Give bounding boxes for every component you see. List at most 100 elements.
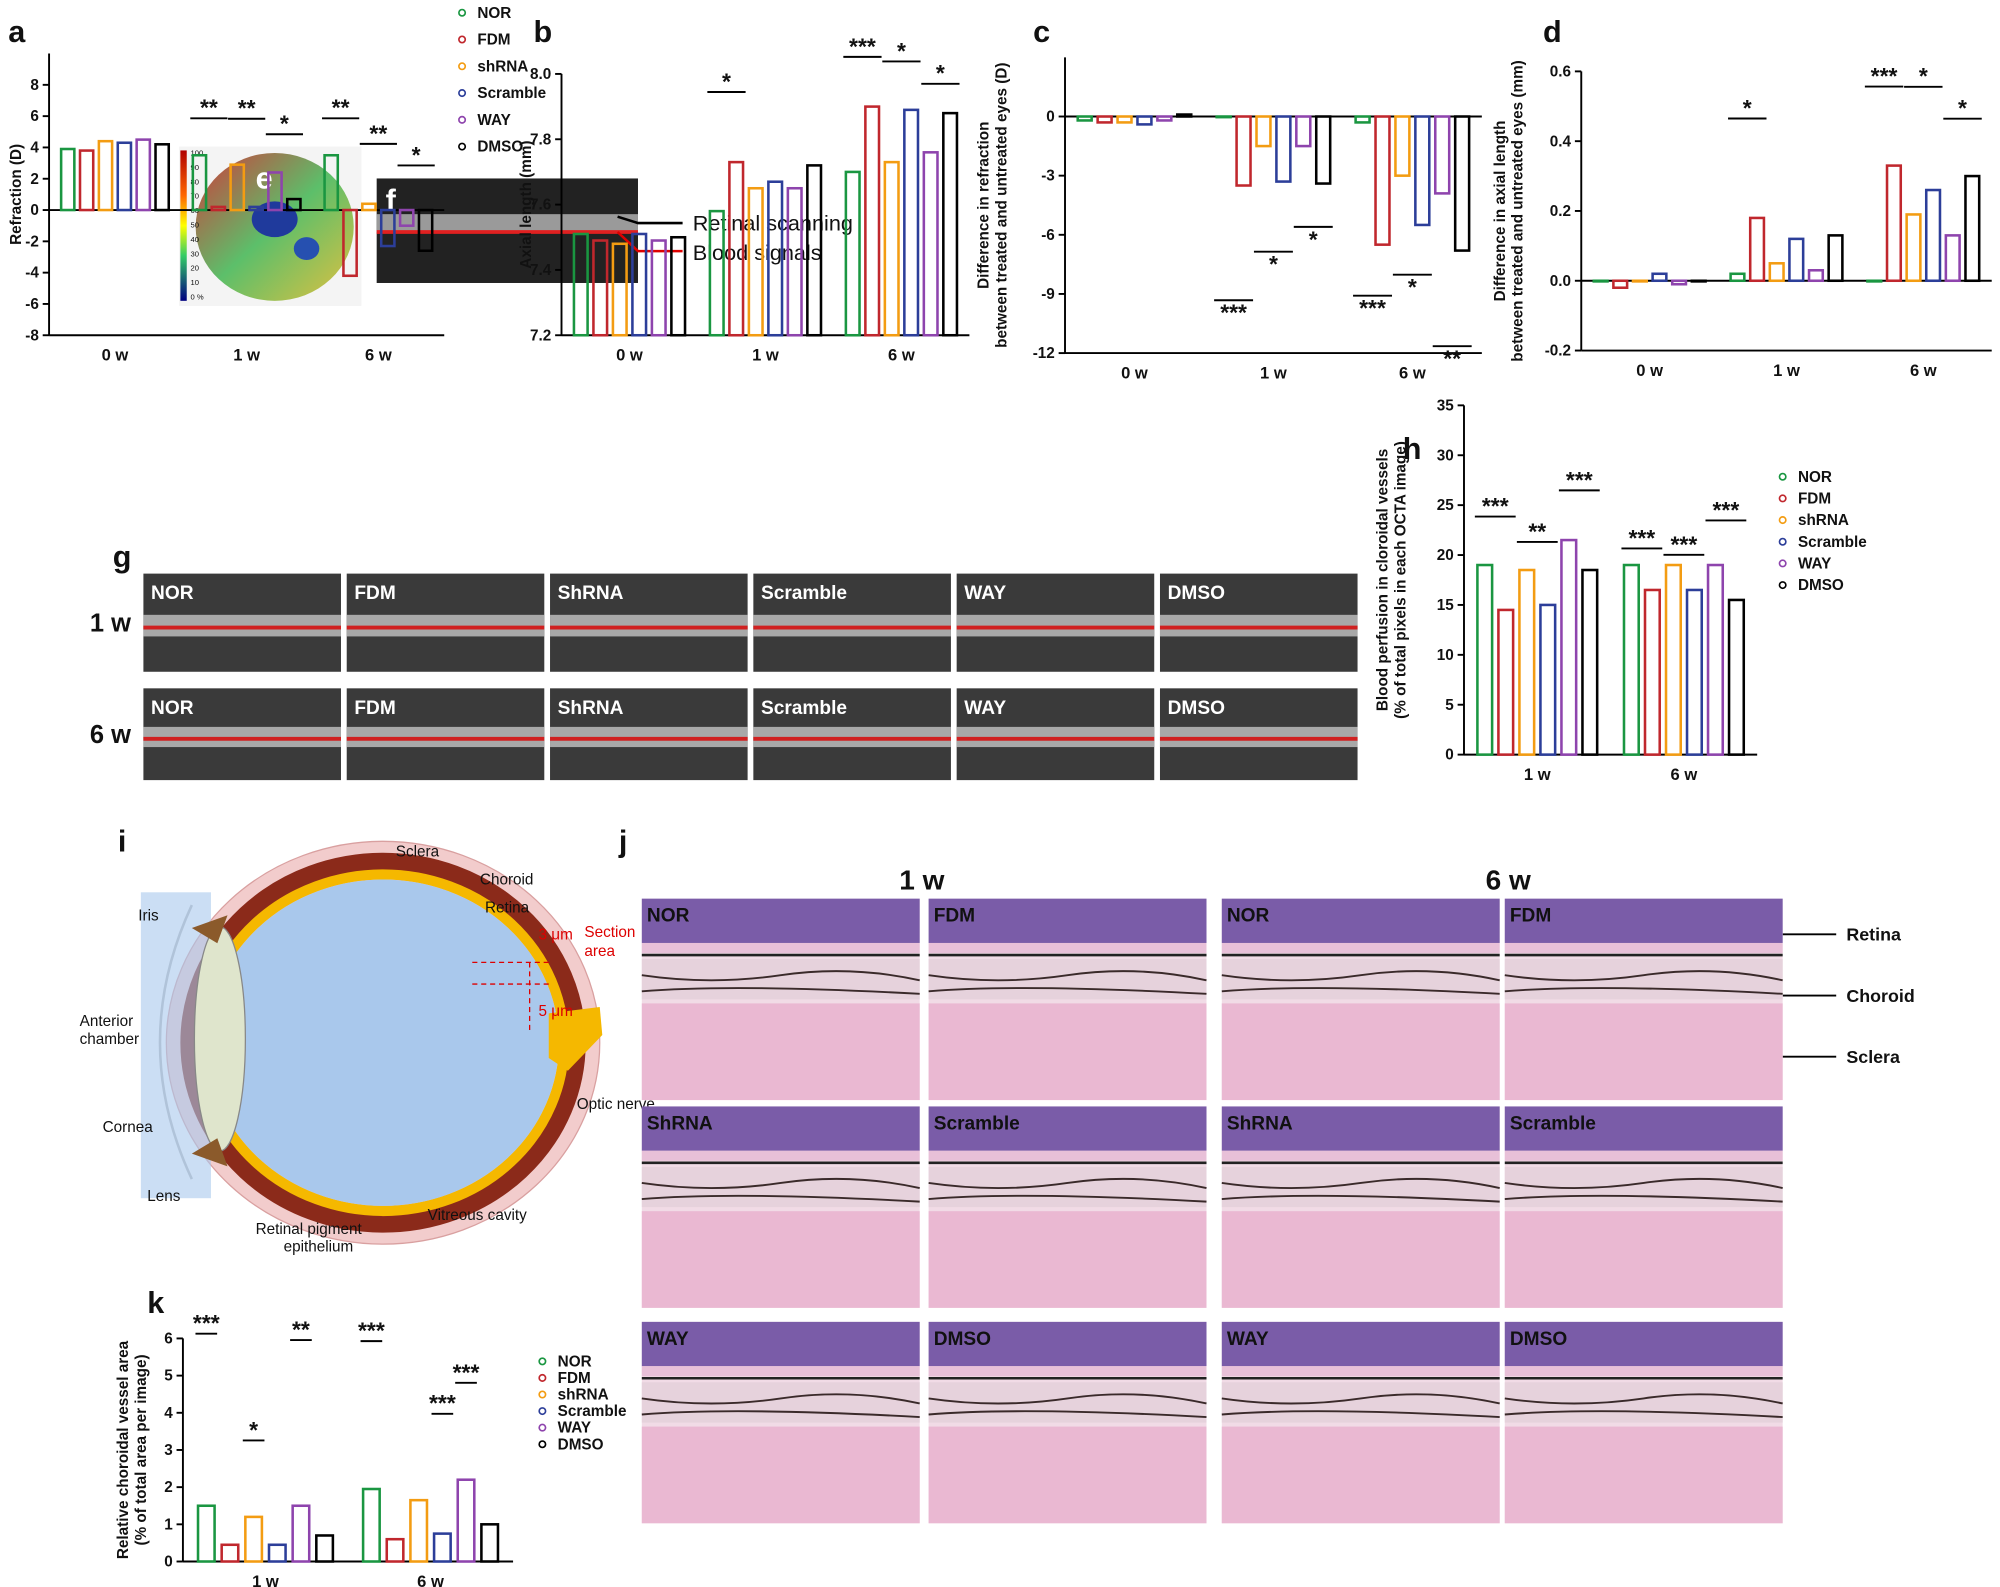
legend-marker bbox=[538, 1373, 547, 1382]
retina-layer bbox=[1221, 1150, 1500, 1161]
bar bbox=[1866, 279, 1883, 283]
sig-label: ** bbox=[1443, 346, 1461, 372]
legend-label: FDM bbox=[477, 32, 510, 49]
legend-marker bbox=[1778, 537, 1787, 546]
sclera-layer bbox=[1221, 1426, 1500, 1524]
sclera-layer bbox=[1221, 1003, 1500, 1101]
optic-nerve bbox=[548, 1007, 603, 1071]
bar bbox=[398, 208, 415, 227]
bar bbox=[361, 1487, 381, 1563]
bar bbox=[1690, 279, 1707, 283]
legend-label: Scramble bbox=[558, 1403, 627, 1420]
retina-band bbox=[753, 614, 951, 637]
part-label: Optic nerve bbox=[577, 1096, 655, 1113]
x-tick-label: 1 w bbox=[1260, 364, 1287, 383]
part-label: Choroid bbox=[480, 872, 534, 889]
legend-marker bbox=[538, 1390, 547, 1399]
part-label: 5 μm bbox=[539, 1003, 573, 1020]
bar bbox=[315, 1534, 335, 1563]
x-tick-label: 1 w bbox=[252, 1572, 279, 1587]
retina-layer bbox=[1504, 1321, 1783, 1367]
bar bbox=[267, 171, 283, 212]
y-tick-label: 2 bbox=[164, 1479, 173, 1496]
sig-label: ** bbox=[200, 95, 218, 121]
y-axis-label: Relative choroidal vessel area bbox=[115, 1340, 132, 1559]
colorbar bbox=[180, 150, 187, 301]
bar bbox=[97, 139, 114, 212]
image-label: ShRNA bbox=[558, 698, 624, 719]
panel-label: g bbox=[113, 540, 132, 574]
part-label: Cornea bbox=[103, 1119, 154, 1136]
y-tick-label: 2 bbox=[30, 171, 39, 188]
image-label: ShRNA bbox=[1227, 1113, 1293, 1134]
bar bbox=[1176, 113, 1193, 118]
y-tick-label: 0 bbox=[1046, 109, 1055, 126]
x-tick-label: 0 w bbox=[102, 346, 129, 365]
legend-label: NOR bbox=[1798, 469, 1832, 486]
y-tick-label: 0.0 bbox=[1550, 273, 1571, 290]
y-tick-label: -6 bbox=[1041, 227, 1055, 244]
legend-label: DMSO bbox=[558, 1436, 604, 1453]
bar bbox=[1964, 174, 1981, 283]
sig-label: * bbox=[1743, 95, 1752, 121]
y-tick-label: -2 bbox=[25, 233, 39, 250]
retina-layer bbox=[1221, 1106, 1500, 1151]
y-tick-label: 7.4 bbox=[530, 262, 552, 279]
layer-label: Retina bbox=[1846, 925, 1902, 945]
colorbar-label: 70 bbox=[191, 192, 199, 201]
legend-marker bbox=[458, 62, 467, 71]
y-axis-label: between treated and untreated eyes (D) bbox=[993, 63, 1010, 348]
bar bbox=[1622, 563, 1640, 756]
legend-label: FDM bbox=[1798, 491, 1831, 508]
annotation: Retinal scanning bbox=[693, 211, 853, 236]
y-tick-label: 7.6 bbox=[530, 197, 551, 214]
sclera-layer bbox=[1221, 1211, 1500, 1308]
sig-label: *** bbox=[1628, 525, 1655, 551]
legend-marker bbox=[1778, 472, 1787, 481]
bar bbox=[1706, 563, 1725, 756]
retina-band bbox=[550, 614, 748, 637]
bar bbox=[1664, 563, 1682, 756]
choroid-vessels bbox=[641, 970, 920, 995]
legend-label: FDM bbox=[558, 1370, 591, 1387]
y-tick-label: 0.6 bbox=[1550, 63, 1571, 80]
panel-label: h bbox=[1403, 432, 1422, 466]
bar bbox=[1295, 115, 1312, 148]
bar bbox=[1116, 115, 1133, 124]
bar bbox=[611, 242, 628, 337]
y-tick-label: 0 bbox=[164, 1554, 173, 1571]
bar bbox=[379, 208, 396, 248]
y-tick-label: 15 bbox=[1437, 597, 1454, 614]
choroid-vessels bbox=[928, 970, 1207, 995]
y-tick-label: 0 bbox=[1445, 747, 1453, 764]
choroid-vessels bbox=[1221, 970, 1500, 995]
retina-layer bbox=[928, 1321, 1207, 1367]
y-tick-label: 3 bbox=[164, 1442, 173, 1459]
retina-layer bbox=[1221, 1321, 1500, 1367]
y-axis-label: between treated and untreated eyes (mm) bbox=[1510, 60, 1527, 361]
bar bbox=[728, 160, 745, 337]
colorbar-label: 80 bbox=[191, 177, 199, 186]
bar bbox=[1096, 115, 1113, 124]
bar bbox=[1788, 237, 1805, 283]
retina-band bbox=[143, 614, 341, 637]
image-label: FDM bbox=[354, 583, 395, 604]
y-tick-label: 5 bbox=[164, 1368, 173, 1385]
retina-layer bbox=[1504, 1366, 1783, 1377]
sig-label: *** bbox=[1566, 467, 1593, 493]
panel-label: i bbox=[118, 824, 127, 858]
bar bbox=[135, 138, 152, 212]
retina-layer bbox=[928, 1106, 1207, 1151]
image-label: Scramble bbox=[934, 1113, 1020, 1134]
legend-marker bbox=[458, 89, 467, 98]
bar bbox=[1670, 279, 1688, 286]
heatmap-spot bbox=[293, 237, 320, 261]
panel-label: c bbox=[1033, 15, 1050, 49]
y-tick-label: 6 bbox=[164, 1331, 173, 1348]
sig-label: ** bbox=[369, 120, 387, 146]
bar bbox=[1453, 115, 1471, 252]
image-label: DMSO bbox=[934, 1329, 991, 1350]
bar bbox=[220, 1543, 240, 1563]
